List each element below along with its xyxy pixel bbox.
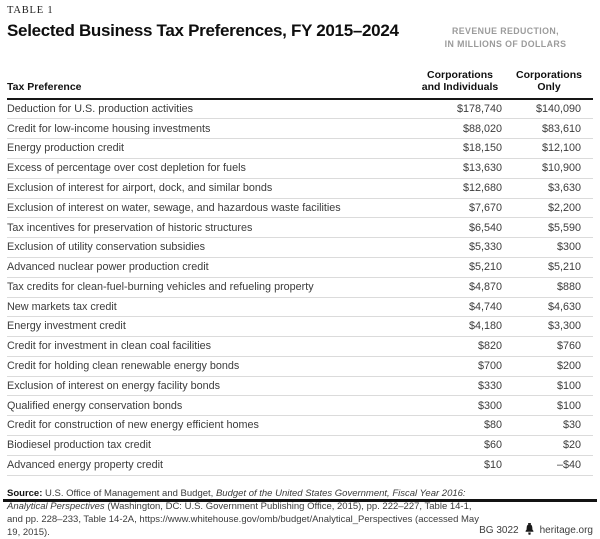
corp-only-value: $2,200 [505,198,593,219]
bottom-rule [3,499,597,502]
corp-only-value: $300 [505,237,593,258]
footer-branding: BG 3022 heritage.org [479,523,593,539]
corp-and-ind-value: $4,740 [415,297,505,318]
row-label: Exclusion of interest for airport, dock,… [7,178,415,199]
corp-and-ind-value: $88,020 [415,118,505,140]
table-row: Exclusion of interest on energy facility… [7,376,593,397]
table-row: Advanced energy property credit $10 –$40 [7,455,593,476]
table-row: Credit for construction of new energy ef… [7,415,593,436]
corp-only-value: $100 [505,376,593,397]
corp-and-ind-value: $178,740 [415,98,505,120]
column-header-corporations-only: Corporations Only [505,58,593,100]
corp-only-value: $12,100 [505,138,593,160]
source-text-1: U.S. Office of Management and Budget, [42,487,216,499]
source-label: Source: [7,487,43,499]
corp-only-value: $880 [505,277,593,298]
corp-only-value: –$40 [505,455,593,476]
table-row: Biodiesel production tax credit $60 $20 [7,435,593,456]
row-label: Energy investment credit [7,316,415,338]
corp-and-ind-value: $4,870 [415,277,505,298]
table-row: Exclusion of interest for airport, dock,… [7,178,593,199]
table-row: Energy production credit $18,150 $12,100 [7,138,593,160]
row-label: Excess of percentage over cost depletion… [7,158,415,179]
corp-only-value: $83,610 [505,118,593,140]
corp-only-value: $3,300 [505,316,593,338]
table-row: New markets tax credit $4,740 $4,630 [7,297,593,318]
corp-only-value: $140,090 [505,98,593,120]
corp-only-value: $5,210 [505,257,593,278]
table-row: Energy investment credit $4,180 $3,300 [7,316,593,338]
corp-only-value: $100 [505,395,593,417]
corp-only-value: $10,900 [505,158,593,179]
corp-only-value: $20 [505,435,593,456]
table-row: Tax credits for clean-fuel-burning vehic… [7,277,593,298]
table-row: Credit for holding clean renewable energ… [7,356,593,377]
page-title: Selected Business Tax Preferences, FY 20… [7,21,399,40]
corp-and-ind-value: $5,330 [415,237,505,258]
table-row: Advanced nuclear power production credit… [7,257,593,278]
corp-and-ind-value: $330 [415,376,505,397]
row-label: Credit for investment in clean coal faci… [7,336,415,357]
row-label: Credit for low-income housing investment… [7,118,415,140]
column-header-tax-preference: Tax Preference [7,58,415,100]
corp-and-ind-value: $700 [415,356,505,377]
row-label: Exclusion of interest on water, sewage, … [7,198,415,219]
row-label: Tax incentives for preservation of histo… [7,217,415,239]
heritage-bell-icon [524,523,535,538]
row-label: Tax credits for clean-fuel-burning vehic… [7,277,415,298]
corp-only-value: $4,630 [505,297,593,318]
table-row: Exclusion of interest on water, sewage, … [7,198,593,219]
header: Selected Business Tax Preferences, FY 20… [7,21,593,51]
column-header-corporations-and-individuals: Corporations and Individuals [415,58,505,100]
row-label: New markets tax credit [7,297,415,318]
corp-only-value: $5,590 [505,217,593,239]
row-label: Exclusion of utility conservation subsid… [7,237,415,258]
row-label: Deduction for U.S. production activities [7,98,415,120]
table-number: TABLE 1 [7,5,54,16]
table-header-row: Tax Preference Corporations and Individu… [7,58,593,100]
source-title-italic: Budget of the United States Government, … [7,487,466,512]
units-note: REVENUE REDUCTION, IN MILLIONS OF DOLLAR… [418,25,593,51]
table-row: Excess of percentage over cost depletion… [7,158,593,179]
corp-and-ind-value: $60 [415,435,505,456]
corp-and-ind-value: $6,540 [415,217,505,239]
source-note: Source: U.S. Office of Management and Bu… [7,487,479,539]
tax-preferences-table: Tax Preference Corporations and Individu… [7,58,593,476]
corp-and-ind-value: $4,180 [415,316,505,338]
row-label: Credit for construction of new energy ef… [7,415,415,436]
row-label: Advanced nuclear power production credit [7,257,415,278]
row-label: Credit for holding clean renewable energ… [7,356,415,377]
row-label: Exclusion of interest on energy facility… [7,376,415,397]
table-row: Exclusion of utility conservation subsid… [7,237,593,258]
corp-and-ind-value: $300 [415,395,505,417]
units-note-line1: REVENUE REDUCTION, [452,26,559,36]
table-row: Qualified energy conservation bonds $300 $… [7,395,593,417]
table-row: Tax incentives for preservation of histo… [7,217,593,239]
corp-only-value: $200 [505,356,593,377]
row-label: Energy production credit [7,138,415,160]
corp-only-value: $760 [505,336,593,357]
corp-and-ind-value: $7,670 [415,198,505,219]
corp-and-ind-value: $80 [415,415,505,436]
figure-footer: Source: U.S. Office of Management and Bu… [7,487,593,539]
corp-and-ind-value: $5,210 [415,257,505,278]
corp-and-ind-value: $13,630 [415,158,505,179]
row-label: Advanced energy property credit [7,455,415,476]
corp-and-ind-value: $820 [415,336,505,357]
corp-and-ind-value: $12,680 [415,178,505,199]
table-body: Deduction for U.S. production activities… [7,98,593,476]
units-note-line2: IN MILLIONS OF DOLLARS [444,38,567,49]
website-label: heritage.org [539,524,593,536]
row-label: Biodiesel production tax credit [7,435,415,456]
corp-only-value: $30 [505,415,593,436]
corp-and-ind-value: $10 [415,455,505,476]
corp-only-value: $3,630 [505,178,593,199]
document-id: BG 3022 [479,524,519,536]
table-row: Credit for low-income housing investment… [7,118,593,140]
table-row: Credit for investment in clean coal faci… [7,336,593,357]
corp-and-ind-value: $18,150 [415,138,505,160]
row-label: Qualified energy conservation bonds [7,395,415,417]
table-row: Deduction for U.S. production activities… [7,98,593,120]
